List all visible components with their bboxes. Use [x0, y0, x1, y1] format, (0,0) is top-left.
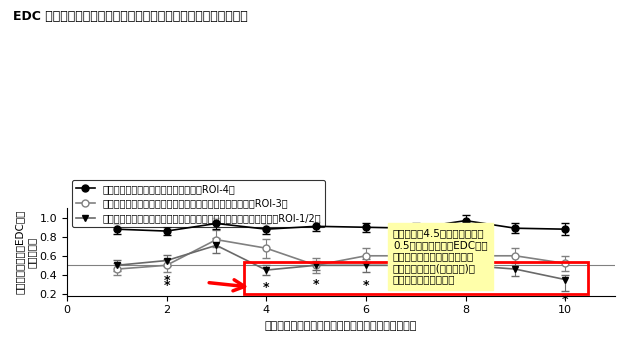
- Text: *: *: [312, 277, 319, 291]
- Bar: [244, 263, 588, 294]
- Text: *: *: [562, 293, 568, 306]
- Text: *: *: [263, 281, 270, 294]
- Text: EDC ：本質的拡散係数（純粋な細胞性浮腫の増強が低値を示す）: EDC ：本質的拡散係数（純粋な細胞性浮腫の増強が低値を示す）: [13, 10, 248, 24]
- Text: *: *: [462, 279, 469, 292]
- Text: 虚血発症後4.5時間を超えて、
0.5以下へ低下したEDCは、
元に戻らず、同部位の細胞が
不可逆的な変化(＝脳梗塞)に
至ったと考えられる。: 虚血発症後4.5時間を超えて、 0.5以下へ低下したEDCは、 元に戻らず、同部…: [393, 228, 488, 284]
- Text: *: *: [163, 274, 169, 287]
- X-axis label: 虚血開始後の時間（原著では再灌流導入後の時間）: 虚血開始後の時間（原著では再灌流導入後の時間）: [265, 321, 417, 331]
- Text: *: *: [363, 279, 369, 292]
- Text: *: *: [163, 279, 169, 292]
- Y-axis label: 新たに計算されたEDCの値
（対側比）: 新たに計算されたEDCの値 （対側比）: [15, 210, 37, 294]
- Legend: 虚血性ストレスを受けなかった領域（ROI-4）, 虚血性ストレスが軽く、細胞死を免れる細胞が多い領域（ROI-3）, 虚血性ストレスが強く、死後の壊死変化を生じ: 虚血性ストレスを受けなかった領域（ROI-4）, 虚血性ストレスが軽く、細胞死を…: [72, 180, 325, 227]
